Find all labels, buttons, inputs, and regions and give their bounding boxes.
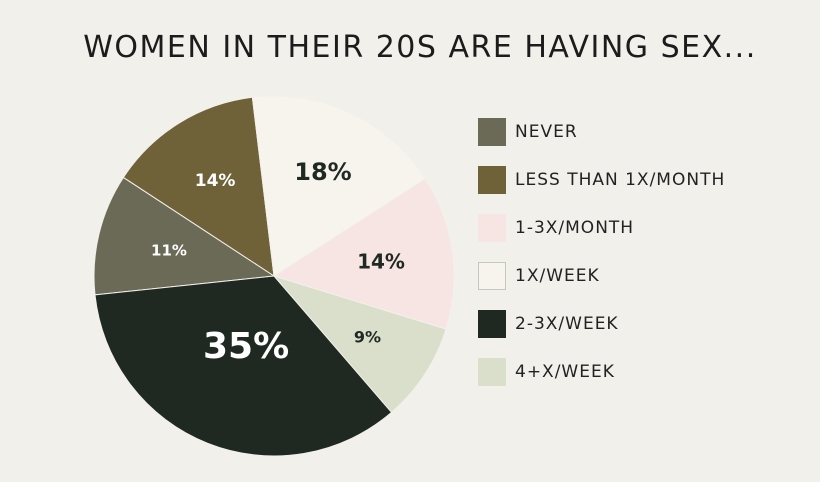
pie-slice-1x-week	[251, 95, 427, 277]
legend-swatch	[478, 214, 506, 242]
legend-swatch	[478, 166, 506, 194]
chart-title: WOMEN IN THEIR 20S ARE HAVING SEX...	[83, 30, 757, 65]
legend-label: 2-3X/WEEK	[515, 314, 619, 334]
pie-slice-label: 18%	[294, 158, 351, 186]
legend-item: 1X/WEEK	[478, 262, 600, 290]
legend-label: NEVER	[515, 122, 578, 142]
legend-swatch	[478, 358, 506, 386]
legend-label: LESS THAN 1X/MONTH	[515, 170, 726, 190]
legend-label: 1-3X/MONTH	[515, 218, 635, 238]
legend-item: 4+X/WEEK	[478, 358, 615, 386]
legend-swatch	[478, 310, 506, 338]
pie-slice-label: 14%	[195, 171, 236, 191]
pie-slice-1-3x-month	[272, 177, 455, 330]
legend-swatch	[478, 262, 506, 290]
pie-slice-label: 11%	[151, 242, 187, 260]
pie-slice-less-than-1x-month	[122, 96, 275, 278]
pie-slice-label: 9%	[354, 328, 381, 347]
pie-slice-label: 14%	[357, 249, 405, 273]
pie-slice-2-3x-week	[94, 275, 393, 457]
legend-item: LESS THAN 1X/MONTH	[478, 166, 725, 194]
legend-swatch	[478, 118, 506, 146]
legend-item: 1-3X/MONTH	[478, 214, 634, 242]
legend-label: 4+X/WEEK	[515, 362, 615, 382]
legend-item: 2-3X/WEEK	[478, 310, 619, 338]
legend-label: 1X/WEEK	[515, 266, 600, 286]
pie-slice-never	[93, 176, 276, 296]
pie-slice-4-x-week	[272, 275, 447, 414]
legend-item: NEVER	[478, 118, 578, 146]
pie-slice-label: 35%	[203, 326, 289, 367]
